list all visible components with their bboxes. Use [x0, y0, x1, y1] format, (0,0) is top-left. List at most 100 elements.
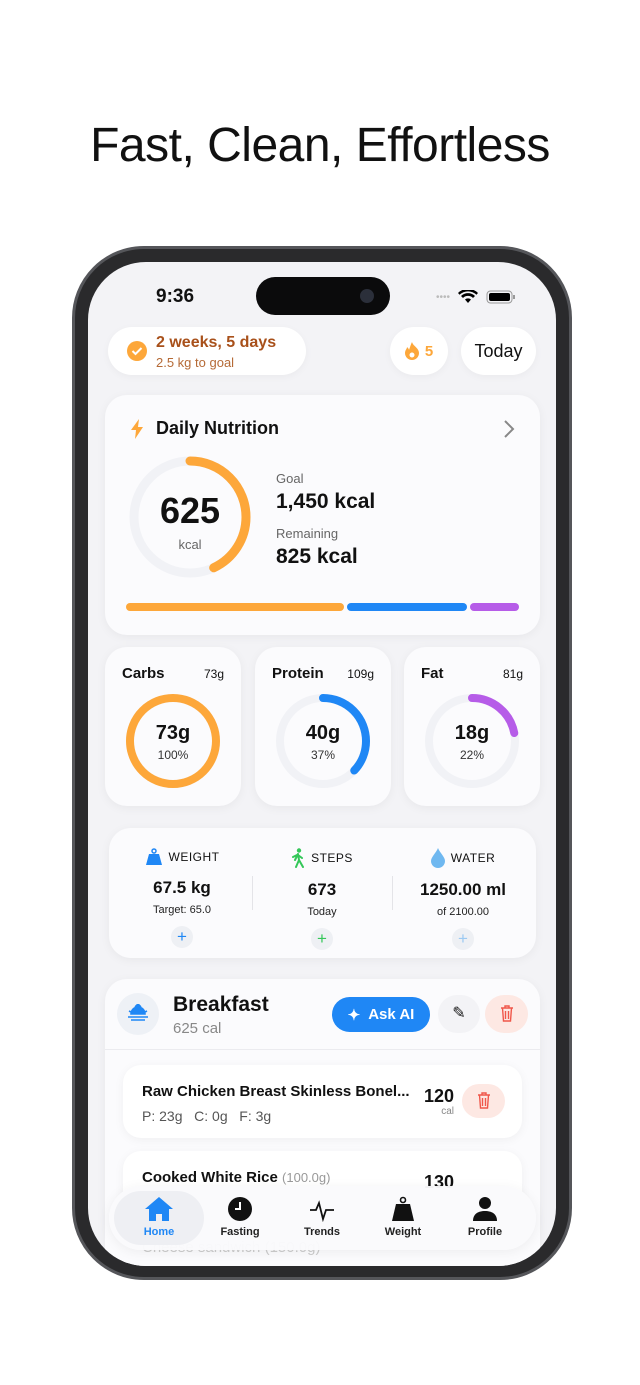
- macro-name: Protein: [272, 665, 324, 682]
- remaining-label: Remaining: [276, 526, 339, 541]
- pulse-icon: [310, 1200, 334, 1222]
- wifi-icon: [458, 290, 478, 303]
- bolt-icon: [131, 419, 143, 439]
- stat-sub: Today: [307, 906, 337, 918]
- status-time: 9:36: [156, 286, 195, 307]
- streak-subtitle: 2.5 kg to goal: [156, 355, 235, 370]
- status-icons: ••••: [436, 290, 516, 304]
- water-stat[interactable]: WATER 1250.00 ml of 2100.00 +: [393, 848, 533, 950]
- food-name: Raw Chicken Breast Skinless Bonel...: [142, 1083, 410, 1100]
- drop-icon: [430, 848, 445, 868]
- trash-icon: [500, 1005, 513, 1022]
- stat-label: WATER: [450, 851, 496, 865]
- add-weight-button[interactable]: +: [171, 926, 193, 948]
- macro-percent: 22%: [459, 748, 485, 762]
- stat-value: 1250.00 ml: [419, 880, 506, 899]
- fire-streak-button[interactable]: 5: [390, 327, 448, 375]
- tab-label: Fasting: [220, 1226, 260, 1238]
- protein-card[interactable]: Protein 109g 40g 37%: [255, 647, 391, 806]
- battery-icon: [486, 290, 515, 304]
- add-steps-button[interactable]: +: [311, 928, 333, 950]
- macro-goal: 81g: [502, 667, 523, 681]
- tab-weight[interactable]: Weight: [363, 1186, 443, 1238]
- macro-value: 73g: [155, 722, 191, 744]
- tab-profile[interactable]: Profile: [445, 1186, 525, 1238]
- streak-pill[interactable]: 2 weeks, 5 days 2.5 kg to goal: [108, 327, 306, 375]
- tab-label: Weight: [384, 1226, 422, 1238]
- macro-bar: [126, 603, 519, 611]
- food-item[interactable]: Raw Chicken Breast Skinless Bonel... P: …: [123, 1065, 522, 1138]
- ask-ai-label: Ask AI: [368, 1006, 415, 1023]
- calories-consumed: 625: [159, 490, 221, 531]
- tab-fasting[interactable]: Fasting: [200, 1186, 280, 1238]
- tab-label: Home: [143, 1226, 175, 1238]
- tab-trends[interactable]: Trends: [282, 1186, 362, 1238]
- weight-stat[interactable]: WEIGHT 67.5 kg Target: 65.0 +: [112, 848, 252, 948]
- home-icon: [145, 1197, 173, 1221]
- macro-goal: 73g: [203, 667, 224, 681]
- macro-bar-fat: [470, 603, 519, 611]
- tab-label: Trends: [303, 1226, 341, 1238]
- weight-icon: [145, 848, 162, 865]
- delete-meal-button[interactable]: [485, 995, 528, 1033]
- carbs-card[interactable]: Carbs 73g 73g 100%: [105, 647, 241, 806]
- food-name: Cooked White Rice: [142, 1169, 278, 1186]
- app-screen: 9:36 •••• 2 weeks, 5 days 2.5 kg to goal…: [88, 262, 556, 1266]
- food-calories: 120: [423, 1086, 454, 1106]
- stat-sub: Target: 65.0: [152, 904, 212, 916]
- calories-unit: kcal: [178, 537, 202, 552]
- goal-label: Goal: [276, 471, 304, 486]
- macro-percent: 100%: [157, 748, 189, 762]
- macro-goal: 109g: [347, 667, 374, 681]
- pencil-icon: ✎: [452, 1005, 466, 1022]
- meal-title: Breakfast: [173, 993, 269, 1016]
- person-icon: [473, 1197, 497, 1221]
- flame-icon: [404, 342, 419, 360]
- food-qty: (100.0g): [282, 1170, 331, 1185]
- walk-icon: [292, 848, 305, 868]
- sparkle-icon: ✦: [347, 1006, 361, 1024]
- calorie-ring: [129, 456, 251, 578]
- fat-ring: [425, 694, 519, 788]
- stat-value: 67.5 kg: [153, 878, 211, 897]
- delete-food-button[interactable]: [462, 1084, 505, 1118]
- clock-icon: [228, 1197, 252, 1221]
- macro-percent: 37%: [310, 748, 336, 762]
- ask-ai-button[interactable]: ✦ Ask AI: [332, 997, 430, 1032]
- goal-value: 1,450 kcal: [276, 490, 376, 513]
- daily-nutrition-card[interactable]: Daily Nutrition 625 kcal Goal 1,450 kcal…: [105, 395, 540, 635]
- macro-name: Fat: [421, 665, 444, 682]
- macro-value: 40g: [305, 722, 341, 744]
- chevron-right-icon[interactable]: [503, 419, 515, 439]
- steps-stat[interactable]: STEPS 673 Today +: [252, 848, 392, 950]
- tab-home[interactable]: Home: [119, 1186, 199, 1238]
- stat-value: 673: [307, 880, 337, 899]
- tab-bar: Home Fasting Trends Weight Profile: [109, 1186, 536, 1250]
- meal-calories: 625 cal: [173, 1020, 222, 1037]
- tab-label: Profile: [467, 1226, 503, 1238]
- stat-label: WEIGHT: [168, 850, 220, 864]
- today-button[interactable]: Today: [461, 327, 536, 375]
- carbs-ring: [126, 694, 220, 788]
- signal-icon: ••••: [435, 291, 450, 303]
- sunrise-icon: [117, 993, 159, 1035]
- health-stats-card: WEIGHT 67.5 kg Target: 65.0 + STEPS 673 …: [109, 828, 536, 958]
- weight-icon: [392, 1196, 414, 1221]
- remaining-value: 825 kcal: [276, 545, 358, 568]
- fat-card[interactable]: Fat 81g 18g 22%: [404, 647, 540, 806]
- headline: Fast, Clean, Effortless: [90, 119, 550, 172]
- stat-label: STEPS: [311, 851, 353, 865]
- streak-title: 2 weeks, 5 days: [156, 334, 277, 351]
- edit-meal-button[interactable]: ✎: [438, 995, 480, 1033]
- add-water-button[interactable]: +: [452, 928, 474, 950]
- nutrition-title: Daily Nutrition: [156, 418, 280, 438]
- macro-bar-carbs: [126, 603, 345, 611]
- dynamic-island: [256, 277, 390, 315]
- stat-sub: of 2100.00: [437, 906, 489, 918]
- macro-value: 18g: [454, 722, 490, 744]
- food-macros: P: 23g C: 0g F: 3g: [142, 1108, 272, 1124]
- protein-ring: [276, 694, 370, 788]
- check-circle-icon: [127, 341, 147, 361]
- trash-icon: [477, 1092, 490, 1109]
- food-calories-unit: cal: [441, 1106, 454, 1117]
